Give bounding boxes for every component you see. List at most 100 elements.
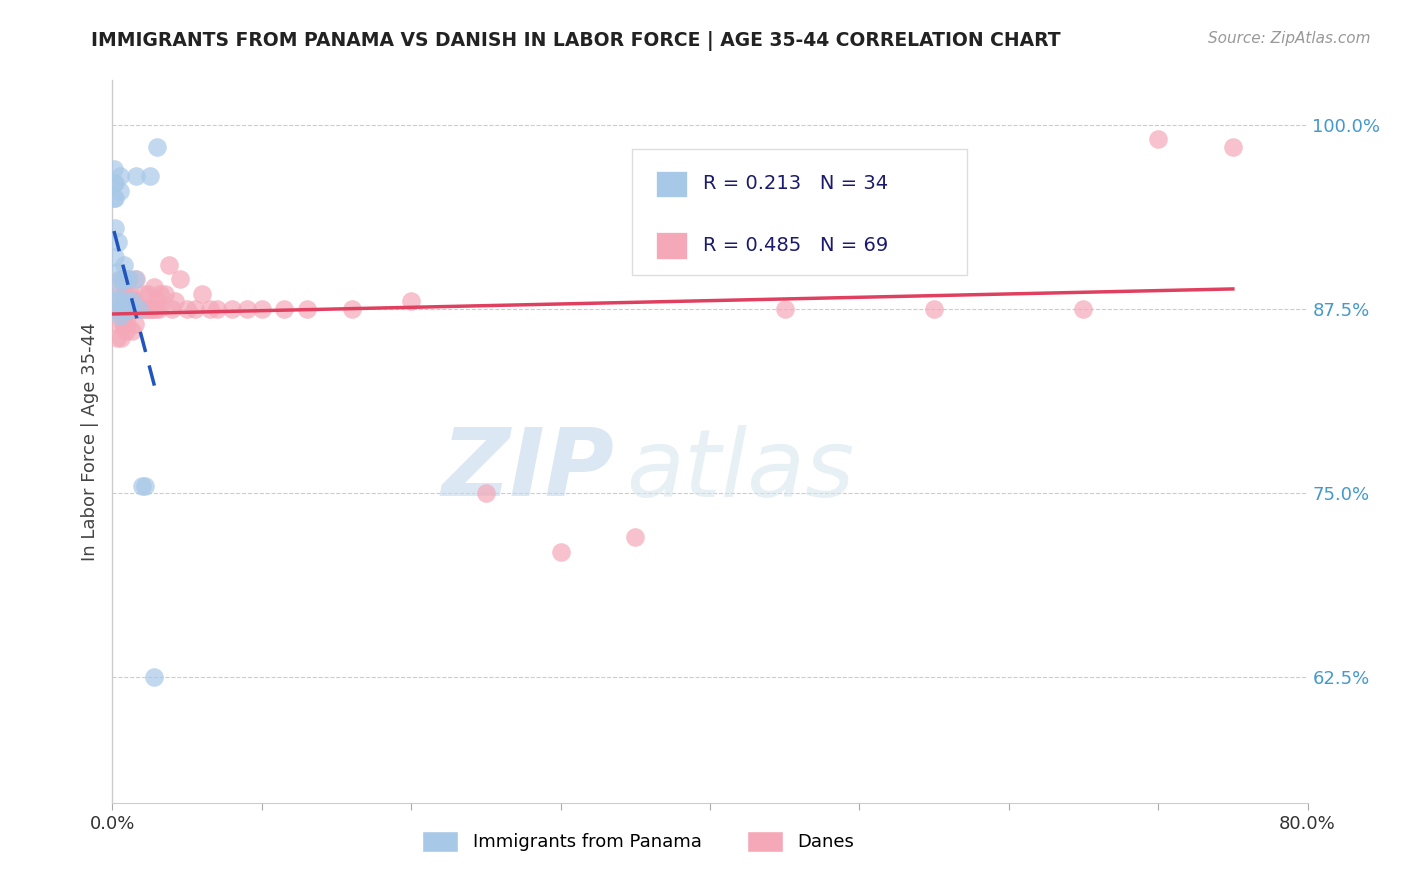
Point xyxy=(105,265,128,279)
Point xyxy=(108,184,131,198)
Point xyxy=(129,301,152,316)
Text: R = 0.485   N = 69: R = 0.485 N = 69 xyxy=(703,235,889,255)
Point xyxy=(105,294,128,309)
Point xyxy=(125,301,148,316)
Point xyxy=(114,258,135,272)
Point xyxy=(111,301,134,316)
Point xyxy=(125,272,148,286)
Point xyxy=(111,272,134,286)
Point xyxy=(148,301,170,316)
FancyBboxPatch shape xyxy=(633,149,967,276)
Point xyxy=(103,177,125,191)
Point xyxy=(176,301,198,316)
Point xyxy=(107,235,129,250)
Point xyxy=(128,301,150,316)
Point xyxy=(139,169,162,183)
Point xyxy=(149,287,172,301)
Point xyxy=(111,317,134,331)
Point xyxy=(169,272,191,286)
Point xyxy=(205,301,228,316)
Point xyxy=(110,272,132,286)
Point xyxy=(162,301,183,316)
Point xyxy=(122,301,145,316)
Point xyxy=(191,287,214,301)
Point xyxy=(198,301,221,316)
Point xyxy=(104,250,127,264)
Point xyxy=(146,294,169,309)
Point xyxy=(115,294,138,309)
Point xyxy=(1147,132,1170,146)
Point xyxy=(340,301,363,316)
Point xyxy=(104,191,127,205)
Point xyxy=(250,301,273,316)
Point xyxy=(142,301,165,316)
Point xyxy=(475,486,498,500)
Point xyxy=(110,331,132,345)
Point xyxy=(127,301,149,316)
Point xyxy=(108,309,131,323)
Point xyxy=(134,479,156,493)
Point xyxy=(115,324,138,338)
Point xyxy=(105,279,128,293)
Point xyxy=(117,272,139,286)
Point xyxy=(120,287,142,301)
Point xyxy=(115,301,138,316)
Point xyxy=(110,301,132,316)
Point xyxy=(117,287,139,301)
Point xyxy=(131,301,153,316)
Point xyxy=(773,301,796,316)
FancyBboxPatch shape xyxy=(657,232,688,259)
Point xyxy=(117,317,139,331)
Text: atlas: atlas xyxy=(627,425,855,516)
Point xyxy=(120,301,142,316)
Point xyxy=(134,301,156,316)
Point xyxy=(115,272,138,286)
Point xyxy=(121,294,143,309)
Point xyxy=(157,258,180,272)
Point xyxy=(114,287,135,301)
Text: R = 0.213   N = 34: R = 0.213 N = 34 xyxy=(703,175,889,194)
Point xyxy=(125,169,148,183)
Point xyxy=(120,301,142,316)
Point xyxy=(104,301,127,316)
Point xyxy=(624,530,647,544)
Point xyxy=(105,301,128,316)
Point xyxy=(118,301,141,316)
Text: IMMIGRANTS FROM PANAMA VS DANISH IN LABOR FORCE | AGE 35-44 CORRELATION CHART: IMMIGRANTS FROM PANAMA VS DANISH IN LABO… xyxy=(91,31,1062,51)
Y-axis label: In Labor Force | Age 35-44: In Labor Force | Age 35-44 xyxy=(80,322,98,561)
Point xyxy=(141,301,163,316)
Point xyxy=(105,331,128,345)
Point xyxy=(114,317,135,331)
Point xyxy=(107,287,129,301)
Legend: Immigrants from Panama, Danes: Immigrants from Panama, Danes xyxy=(415,823,862,859)
Point xyxy=(135,301,157,316)
Point xyxy=(139,301,162,316)
Point xyxy=(118,272,141,286)
Point xyxy=(183,301,205,316)
Point xyxy=(132,287,155,301)
Point xyxy=(1222,139,1244,153)
Point xyxy=(107,294,129,309)
Point xyxy=(143,670,166,684)
FancyBboxPatch shape xyxy=(657,170,688,197)
Point xyxy=(108,272,131,286)
Point xyxy=(145,301,167,316)
Point xyxy=(138,287,160,301)
Point xyxy=(922,301,945,316)
Point xyxy=(104,220,127,235)
Point xyxy=(108,169,131,183)
Point xyxy=(295,301,318,316)
Point xyxy=(103,161,125,176)
Point xyxy=(107,317,129,331)
Point xyxy=(111,301,134,316)
Point xyxy=(153,287,176,301)
Point xyxy=(124,272,146,286)
Point xyxy=(118,301,141,316)
Text: ZIP: ZIP xyxy=(441,425,614,516)
Text: Source: ZipAtlas.com: Source: ZipAtlas.com xyxy=(1208,31,1371,46)
Point xyxy=(124,294,146,309)
Point xyxy=(124,317,146,331)
Point xyxy=(131,479,153,493)
Point xyxy=(273,301,295,316)
Point xyxy=(236,301,259,316)
